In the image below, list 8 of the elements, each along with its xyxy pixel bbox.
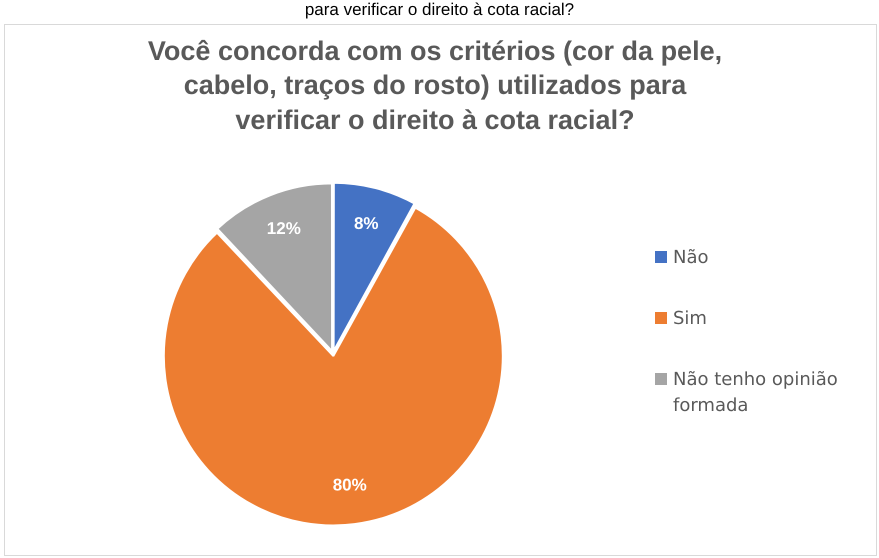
data-label: 8% [354, 214, 379, 233]
legend-label: Não tenho opinião formada [673, 368, 839, 418]
data-label: 12% [266, 218, 301, 238]
legend-label: Não [673, 246, 709, 270]
legend-label: Sim [673, 307, 707, 332]
text: para verificar o direito à cota racial? [304, 0, 576, 20]
chart-title: Você concorda com os critérios (cor da pele, cabelo, traços do rosto) utilizados para verificar o direito à cota racial? [146, 35, 724, 137]
data-label: 80% [332, 476, 367, 495]
